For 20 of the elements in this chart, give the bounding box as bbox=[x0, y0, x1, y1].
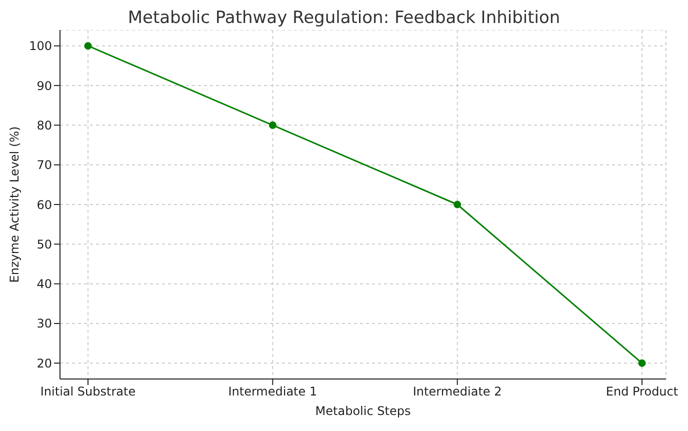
x-tick-label: Initial Substrate bbox=[40, 384, 136, 399]
point bbox=[84, 42, 92, 50]
y-tick-label: 60 bbox=[36, 198, 52, 212]
point bbox=[638, 359, 646, 367]
y-tick-label: 90 bbox=[36, 78, 52, 93]
chart-title: Metabolic Pathway Regulation: Feedback Inhibition bbox=[126, 8, 562, 30]
y-tick-label: 40 bbox=[36, 277, 52, 292]
y-tick-label: 30 bbox=[36, 316, 52, 331]
point bbox=[454, 200, 462, 208]
x-tick-label: Intermediate 2 bbox=[412, 384, 502, 399]
y-tick-label: 70 bbox=[36, 158, 52, 172]
x-tick-label: End Product bbox=[606, 384, 678, 399]
point bbox=[268, 121, 276, 129]
x-tick-label: Intermediate 1 bbox=[228, 384, 318, 399]
y-tick-label: 80 bbox=[36, 118, 52, 132]
x-axis-title: Metabolic Steps bbox=[315, 404, 411, 418]
y-axis-title: Enzyme Activity Level (%) bbox=[7, 126, 22, 283]
y-tick-label: 50 bbox=[36, 237, 52, 252]
y-tick-label: 100 bbox=[29, 39, 52, 54]
y-tick-label: 20 bbox=[36, 356, 52, 370]
